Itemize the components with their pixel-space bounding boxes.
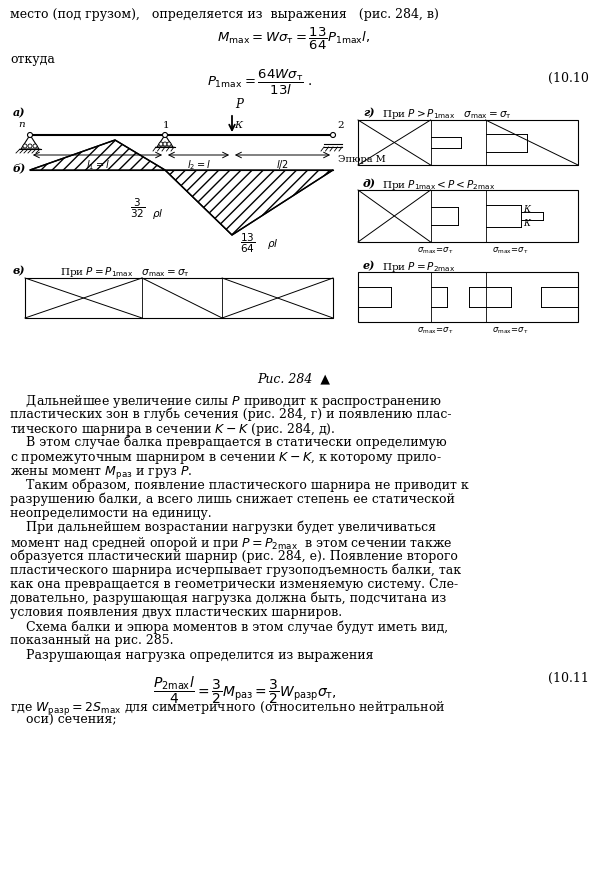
Text: Таким образом, появление пластического шарнира не приводит к: Таким образом, появление пластического ш… [10,478,469,492]
Text: При $P=P_{1\mathrm{max}}$   $\sigma_{\mathrm{max}}=\sigma_\mathrm{т}$: При $P=P_{1\mathrm{max}}$ $\sigma_{\math… [60,265,190,279]
Text: К: К [234,121,242,130]
Text: пластического шарнира исчерпывает грузоподъемность балки, так: пластического шарнира исчерпывает грузоп… [10,563,461,577]
Text: (10.11): (10.11) [548,672,589,685]
Text: $\dfrac{3}{32}$: $\dfrac{3}{32}$ [130,196,145,219]
Circle shape [28,133,32,138]
Text: $M_{\mathrm{max}} = W\sigma_\mathrm{т} = \dfrac{13}{64} P_{1\mathrm{max}} l,$: $M_{\mathrm{max}} = W\sigma_\mathrm{т} =… [217,26,370,52]
Circle shape [159,142,163,146]
Text: неопределимости на единицу.: неопределимости на единицу. [10,507,211,520]
Text: $\dfrac{P_{2\mathrm{max}} l}{4} = \dfrac{3}{2} M_{\mathrm{раз}} = \dfrac{3}{2} W: $\dfrac{P_{2\mathrm{max}} l}{4} = \dfrac… [153,674,337,705]
Circle shape [33,144,37,148]
Text: При $P=P_{2\mathrm{max}}$: При $P=P_{2\mathrm{max}}$ [382,260,455,274]
Circle shape [163,142,167,146]
Text: е): е) [363,260,375,271]
Text: Рис. 284  ▲: Рис. 284 ▲ [257,372,330,385]
Text: $\dfrac{13}{64}$: $\dfrac{13}{64}$ [240,232,255,255]
Text: в): в) [13,265,25,276]
Bar [358,272,578,322]
Text: К: К [522,205,530,214]
Text: $\rho l$: $\rho l$ [267,237,279,251]
Text: момент над средней опорой и при $P = P_{2\mathrm{max}}$  в этом сечении также: момент над средней опорой и при $P = P_{… [10,535,452,552]
Text: $\sigma_{\mathrm{max}}\!=\!\sigma_\mathrm{т}$: $\sigma_{\mathrm{max}}\!=\!\sigma_\mathr… [418,325,454,336]
Text: место (под грузом),   определяется из  выражения   (рис. 284, в): место (под грузом), определяется из выра… [10,8,439,21]
Text: При дальнейшем возрастании нагрузки будет увеличиваться: При дальнейшем возрастании нагрузки буде… [10,521,436,534]
Text: $\sigma_{\mathrm{max}}\!=\!\sigma_\mathrm{т}$: $\sigma_{\mathrm{max}}\!=\!\sigma_\mathr… [418,245,454,255]
Text: К: К [522,219,530,228]
Bar [25,278,333,318]
Text: показанный на рис. 285.: показанный на рис. 285. [10,635,174,647]
Text: В этом случае балка превращается в статически определимую: В этом случае балка превращается в стати… [10,436,446,449]
Circle shape [28,144,32,148]
Text: разрушению балки, а всего лишь снижает степень ее статической: разрушению балки, а всего лишь снижает с… [10,492,455,506]
Text: жены момент $M_{\mathrm{раз}}$ и груз $P$.: жены момент $M_{\mathrm{раз}}$ и груз $P… [10,464,193,481]
Bar [358,190,578,242]
Text: (10.10): (10.10) [548,72,589,85]
Bar [358,120,578,165]
Text: б): б) [13,162,27,173]
Text: $l_1 = l$: $l_1 = l$ [85,158,110,171]
Circle shape [167,142,171,146]
Text: 1: 1 [163,121,169,130]
Text: оси) сечения;: оси) сечения; [10,714,117,727]
Text: довательно, разрушающая нагрузка должна быть, подсчитана из: довательно, разрушающая нагрузка должна … [10,591,446,606]
Text: д): д) [363,178,376,189]
Text: тического шарнира в сечении $K - K$ (рис. 284, д).: тического шарнира в сечении $K - K$ (рис… [10,422,336,438]
Text: При $P>P_{1\mathrm{max}}$   $\sigma_{\mathrm{max}}=\sigma_\mathrm{т}$: При $P>P_{1\mathrm{max}}$ $\sigma_{\math… [382,107,512,121]
Text: где $W_{\mathrm{разр}} = 2S_{\mathrm{max}}$ для симметричного (относительно нейт: где $W_{\mathrm{разр}} = 2S_{\mathrm{max… [10,700,445,718]
Text: откуда: откуда [10,53,55,66]
Text: $P_{1\mathrm{max}} = \dfrac{64W\sigma_\mathrm{т}}{13l}$ .: $P_{1\mathrm{max}} = \dfrac{64W\sigma_\m… [207,68,313,97]
Text: $\rho l$: $\rho l$ [152,207,163,221]
Text: условия появления двух пластических шарниров.: условия появления двух пластических шарн… [10,606,342,619]
Text: $l/2$: $l/2$ [276,158,289,171]
Text: с промежуточным шарниром в сечении $K - K$, к которому прило-: с промежуточным шарниром в сечении $K - … [10,450,442,466]
Text: а): а) [13,107,25,118]
Text: $\sigma_{\mathrm{max}}\!=\!\sigma_\mathrm{т}$: $\sigma_{\mathrm{max}}\!=\!\sigma_\mathr… [492,325,529,336]
Text: Эпюра М: Эпюра М [338,155,386,164]
Text: 2: 2 [337,121,343,130]
Text: Разрушающая нагрузка определится из выражения: Разрушающая нагрузка определится из выра… [10,649,373,661]
Text: как она превращается в геометрически изменяемую систему. Сле-: как она превращается в геометрически изм… [10,577,458,591]
Circle shape [163,133,167,138]
Text: $\sigma_{\mathrm{max}}\!=\!\sigma_\mathrm{т}$: $\sigma_{\mathrm{max}}\!=\!\sigma_\mathr… [492,245,529,255]
Text: пластических зон в глубь сечения (рис. 284, г) и появлению плас-: пластических зон в глубь сечения (рис. 2… [10,408,452,421]
Text: При $P_{1\mathrm{max}}<P<P_{2\mathrm{max}}$: При $P_{1\mathrm{max}}<P<P_{2\mathrm{max… [382,178,495,192]
Circle shape [23,144,27,148]
Text: Дальнейшее увеличение силы $P$ приводит к распространению: Дальнейшее увеличение силы $P$ приводит … [10,393,442,410]
Text: г): г) [363,107,375,118]
Circle shape [330,133,336,138]
Text: образуется пластический шарнир (рис. 284, е). Появление второго: образуется пластический шарнир (рис. 284… [10,549,458,563]
Text: $l_2 = l$: $l_2 = l$ [187,158,210,171]
Text: Р: Р [235,98,243,111]
Text: Схема балки и эпюра моментов в этом случае будут иметь вид,: Схема балки и эпюра моментов в этом случ… [10,621,448,634]
Text: п: п [18,120,25,129]
